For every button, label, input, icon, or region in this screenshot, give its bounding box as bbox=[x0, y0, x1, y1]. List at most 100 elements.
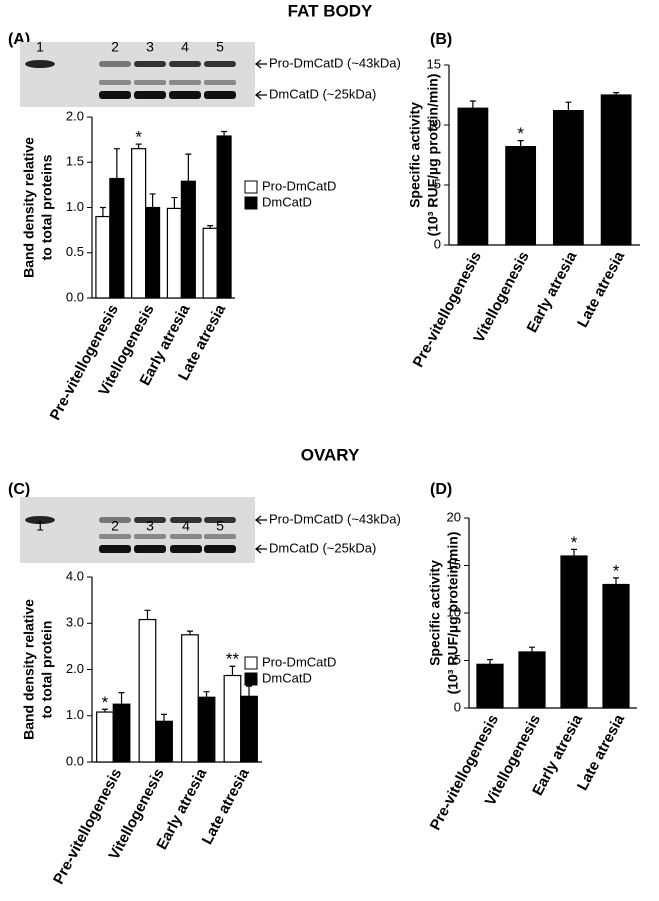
blot-band bbox=[99, 534, 131, 539]
y-axis-label: Specific activity bbox=[407, 102, 423, 208]
bar bbox=[518, 651, 546, 709]
panel-label: (B) bbox=[430, 31, 452, 48]
bar bbox=[95, 215, 111, 299]
legend-swatch bbox=[244, 180, 258, 194]
lane-number: 2 bbox=[111, 518, 119, 534]
bar bbox=[96, 711, 114, 763]
x-tick-label: Early atresia bbox=[524, 248, 581, 335]
y-tick-label: 20 bbox=[447, 509, 461, 524]
error-bar bbox=[113, 148, 120, 179]
band-arrow bbox=[254, 515, 267, 525]
error-bar bbox=[487, 658, 493, 665]
blot-band bbox=[134, 80, 166, 85]
legend-swatch bbox=[244, 672, 258, 686]
y-tick-label: 10 bbox=[427, 116, 441, 131]
bar bbox=[138, 618, 157, 763]
band-arrow bbox=[254, 544, 267, 554]
lane-number: 2 bbox=[111, 39, 119, 55]
y-tick-label: 1.0 bbox=[66, 707, 84, 722]
legend-swatch bbox=[244, 656, 258, 670]
y-tick-label: 4.0 bbox=[66, 568, 84, 583]
y-tick-label: 0 bbox=[434, 236, 441, 251]
legend-label: Pro-DmCatD bbox=[262, 654, 336, 669]
y-tick-label: 0.5 bbox=[66, 244, 84, 259]
lane-number: 4 bbox=[182, 518, 190, 534]
lane-number: 1 bbox=[36, 39, 44, 55]
blot-band bbox=[25, 60, 55, 68]
error-bar bbox=[469, 100, 476, 109]
y-axis-label: (10³ RUF/µg protein/min) bbox=[425, 74, 441, 237]
bar bbox=[476, 663, 504, 709]
y-tick-label: 0 bbox=[454, 699, 461, 714]
error-bar bbox=[613, 92, 620, 95]
legend-label: DmCatD bbox=[262, 194, 312, 209]
error-bar bbox=[185, 153, 192, 182]
blot-band bbox=[134, 534, 166, 539]
error-bar bbox=[246, 685, 253, 697]
error-bar bbox=[517, 140, 524, 147]
bar bbox=[560, 555, 588, 709]
blot-band bbox=[204, 545, 236, 553]
blot-band bbox=[204, 61, 236, 67]
blot-band bbox=[204, 534, 236, 539]
bar bbox=[600, 94, 632, 246]
band-arrow bbox=[254, 59, 267, 69]
error-bar bbox=[144, 609, 151, 620]
bar bbox=[166, 207, 182, 299]
error-bar bbox=[221, 130, 228, 137]
blot-band bbox=[204, 91, 236, 99]
lane-number: 3 bbox=[146, 39, 154, 55]
legend-label: Pro-DmCatD bbox=[262, 178, 336, 193]
annotation: * bbox=[135, 128, 142, 147]
blot-band bbox=[99, 545, 131, 553]
blot-band bbox=[134, 91, 166, 99]
y-axis-label: Specific activity bbox=[427, 560, 443, 666]
y-tick-label: 10 bbox=[447, 604, 461, 619]
bar bbox=[181, 634, 199, 763]
y-tick-label: 0.0 bbox=[66, 289, 84, 304]
error-bar bbox=[118, 692, 125, 705]
blot-band bbox=[99, 91, 131, 99]
bar bbox=[552, 109, 584, 246]
legend-swatch bbox=[244, 196, 258, 210]
error-bar bbox=[171, 196, 178, 209]
blot-band bbox=[170, 534, 202, 539]
section-title: OVARY bbox=[301, 445, 360, 464]
band-label: DmCatD (~25kDa) bbox=[269, 540, 376, 555]
blot-band bbox=[99, 61, 131, 67]
annotation: * bbox=[517, 124, 524, 143]
annotation: ** bbox=[226, 650, 240, 669]
bar bbox=[112, 703, 131, 763]
error-bar bbox=[149, 193, 156, 208]
panel-label: (D) bbox=[430, 481, 452, 498]
bar bbox=[457, 107, 489, 246]
error-bar bbox=[229, 665, 236, 676]
y-tick-label: 1.0 bbox=[66, 199, 84, 214]
y-tick-label: 5 bbox=[434, 176, 441, 191]
section-title: FAT BODY bbox=[288, 1, 373, 20]
lane-number: 5 bbox=[216, 39, 224, 55]
annotation: * bbox=[613, 561, 620, 580]
y-tick-label: 1.5 bbox=[66, 154, 84, 169]
x-tick-label: Pre-vitellogenesis bbox=[410, 249, 485, 370]
error-bar bbox=[571, 548, 577, 556]
y-tick-label: 3.0 bbox=[66, 615, 84, 630]
lane-number: 1 bbox=[36, 518, 44, 534]
blot-band bbox=[169, 61, 201, 67]
blot-band bbox=[204, 80, 236, 85]
error-bar bbox=[161, 713, 168, 722]
error-bar bbox=[135, 143, 142, 149]
y-tick-label: 2.0 bbox=[66, 661, 84, 676]
legend-label: DmCatD bbox=[262, 670, 312, 685]
y-tick-label: 15 bbox=[427, 56, 441, 71]
bar bbox=[505, 146, 537, 246]
blot-band bbox=[99, 517, 131, 523]
y-axis-label: to total proteins bbox=[39, 154, 55, 260]
y-axis-label: Band density relative bbox=[21, 599, 37, 740]
error-bar bbox=[99, 206, 106, 217]
annotation: * bbox=[102, 693, 109, 712]
band-label: DmCatD (~25kDa) bbox=[269, 86, 376, 101]
blot-band bbox=[25, 516, 55, 524]
x-tick-label: Pre-vitellogenesis bbox=[427, 712, 502, 833]
bar bbox=[145, 206, 161, 299]
